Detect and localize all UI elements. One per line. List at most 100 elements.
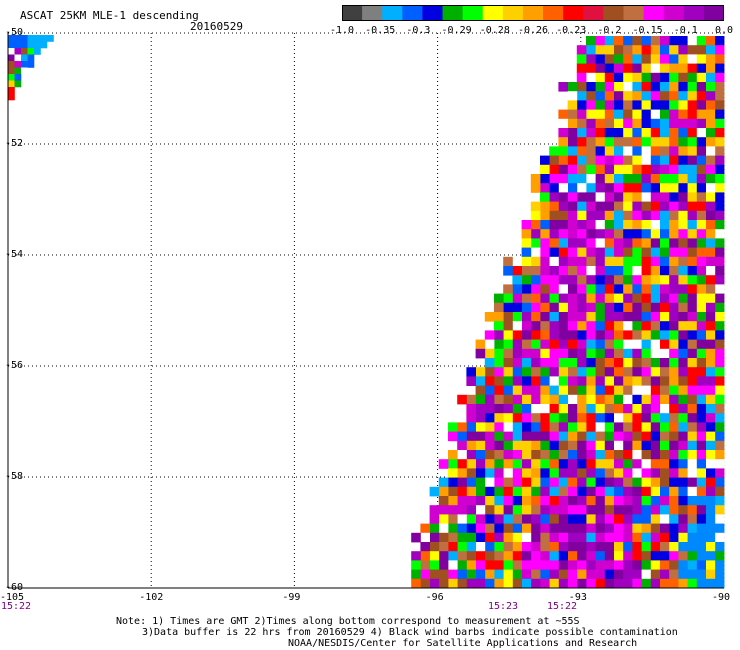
swath-cell [696,174,706,184]
swath-cell [420,542,430,552]
swath-cell [632,229,642,239]
swath-cell [613,523,624,534]
swath-cell [586,459,596,469]
swath-cell [632,450,642,460]
swath-cell [567,551,578,561]
swath-cell [604,174,614,184]
swath-cell [668,220,679,230]
swath-cell [668,376,679,386]
swath-cell [494,542,504,552]
swath-cell [622,164,633,175]
swath-cell [466,450,476,460]
swath-cell [668,404,679,414]
swath-cell [558,505,568,515]
swath-cell [622,394,633,405]
swath-cell [714,505,725,515]
swath-cell [521,459,532,469]
swath-cell [466,532,476,543]
swath-cell [586,413,596,423]
swath-cell [650,266,660,276]
swath-cell [668,201,679,212]
swath-cell [678,385,688,396]
swath-cell [622,100,633,110]
swath-cell [521,514,532,524]
swath-cell [613,505,624,515]
swath-cell [595,468,605,478]
swath-cell [641,118,651,129]
swath-cell [668,229,679,239]
swath-cell [622,45,633,55]
swath-cell [576,54,587,64]
swath-cell [530,275,541,285]
swath-cell [21,61,28,68]
swath-cell [567,569,578,580]
swath-cell [604,275,614,285]
swath-cell [429,505,440,515]
note-line-2: 3)Data buffer is 22 hrs from 20160529 4)… [142,627,678,638]
swath-cell [576,505,587,515]
swath-cell [8,54,15,62]
swath-cell [586,174,596,184]
swath-cell [668,284,679,294]
swath-cell [678,100,688,110]
swath-cell [512,578,522,589]
swath-cell [641,440,651,451]
swath-cell [475,339,486,350]
swath-cell [622,569,633,580]
swath-cell [503,394,513,405]
swath-cell [632,100,642,110]
swath-cell [632,523,642,534]
swath-cell [632,514,642,524]
swath-cell [613,385,624,396]
swath-cell [448,486,458,497]
swath-cell [687,201,697,212]
swath-cell [411,560,421,570]
swath-cell [503,256,513,267]
swath-cell [650,450,660,460]
swath-cell [613,339,624,350]
swath-cell [714,496,725,506]
swath-cell [622,220,633,230]
swath-cell [622,542,633,552]
swath-cell [576,109,587,120]
swath-cell [705,321,716,331]
swath-cell [641,394,651,405]
swath-cell [503,459,513,469]
swath-cell [668,146,679,156]
swath-cell [668,385,679,396]
swath-cell [632,293,642,304]
swath-cell [530,422,541,432]
swath-cell [567,514,578,524]
swath-cell [714,284,725,294]
swath-cell [696,220,706,230]
swath-cell [687,72,697,83]
swath-cell [494,339,504,350]
swath-cell [668,542,679,552]
swath-cell [632,118,642,129]
swath-cell [576,100,587,110]
swath-cell [494,312,504,322]
swath-cell [567,247,578,258]
swath-cell [613,394,624,405]
swath-cell [466,523,476,534]
swath-cell [650,523,660,534]
swath-cell [622,450,633,460]
swath-cell [641,569,651,580]
swath-cell [714,229,725,239]
swath-cell [549,247,559,258]
swath-cell [714,118,725,129]
swath-cell [503,505,513,515]
swath-cell [714,477,725,488]
swath-cell [420,560,430,570]
swath-cell [705,394,716,405]
swath-cell [576,91,587,101]
swath-cell [558,192,568,202]
swath-cell [687,312,697,322]
swath-cell [484,339,495,350]
swath-cell [613,45,624,55]
swath-cell [622,468,633,478]
swath-cell [632,63,642,74]
swath-cell [595,220,605,230]
swath-cell [466,578,476,589]
swath-cell [613,330,624,340]
